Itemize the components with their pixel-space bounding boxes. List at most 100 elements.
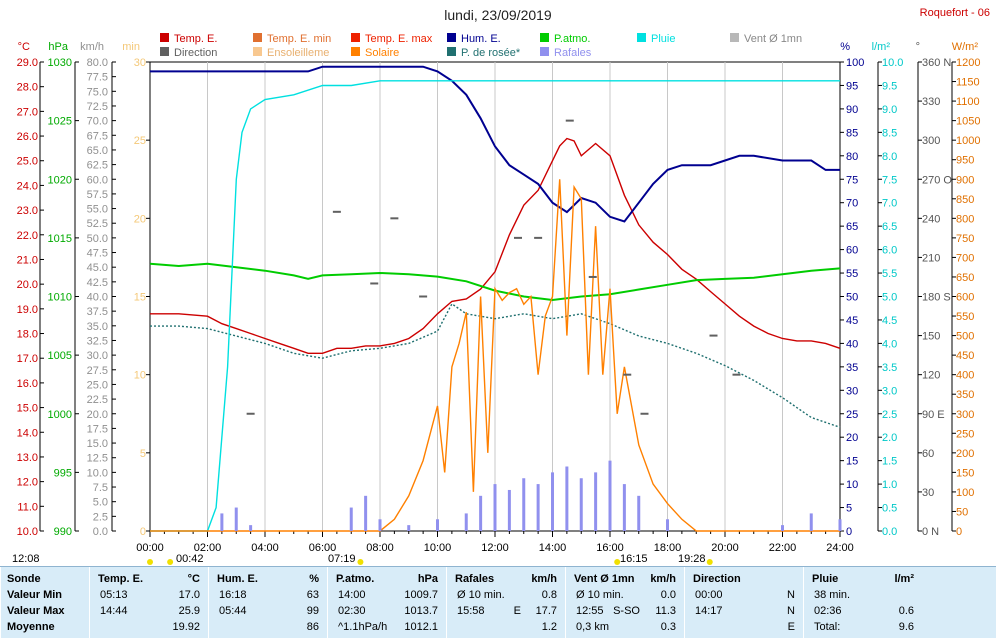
gust-bar — [838, 519, 842, 531]
gust-bar — [220, 513, 224, 531]
press-tick-label: 1010 — [48, 292, 72, 304]
temp-tick-label: 15.0 — [17, 403, 38, 415]
temp-tick-label: 19.0 — [17, 304, 38, 316]
summary-cell: 05:13 — [100, 589, 128, 601]
rain-tick-label: 7.0 — [882, 198, 897, 210]
wind-tick-label: 77.5 — [87, 72, 108, 84]
press-tick-label: 995 — [54, 467, 72, 479]
station-name: Roquefort - 06 — [920, 7, 990, 19]
legend-label: Pluie — [651, 33, 675, 45]
summary-cell: l/m² — [894, 573, 914, 585]
temp-tick-label: 27.0 — [17, 106, 38, 118]
rain-tick-label: 2.0 — [882, 432, 897, 444]
solar-tick-label: 1050 — [956, 116, 980, 128]
solar-tick-label: 600 — [956, 292, 974, 304]
solar-tick-label: 1000 — [956, 135, 980, 147]
dir-tick-label: 330 — [922, 96, 940, 108]
press-tick-label: 990 — [54, 526, 72, 538]
wind-tick-label: 45.0 — [87, 262, 108, 274]
gust-bar — [479, 495, 483, 531]
summary-cell: 9.6 — [898, 621, 914, 633]
series-line — [150, 65, 840, 223]
dir-tick-label: 180 S — [922, 292, 951, 304]
solar-tick-label: 450 — [956, 350, 974, 362]
solar-tick-label: 150 — [956, 467, 974, 479]
rain-tick-label: 0.0 — [882, 526, 897, 538]
summary-column: Vent Ø 1mn km/h Ø 10 min. 0.0 12:55 S-SO 11.3 0… — [565, 567, 684, 638]
wind-tick-label: 57.5 — [87, 189, 108, 201]
summary-cell: % — [309, 573, 319, 585]
summary-cell: 15:58 — [457, 605, 485, 617]
summary-cell: Hum. E. — [217, 573, 258, 585]
temp-tick-label: 13.0 — [17, 452, 38, 464]
wind-tick-label: 67.5 — [87, 130, 108, 142]
rain-tick-label: 5.0 — [882, 292, 897, 304]
hum-tick-label: 0 — [846, 526, 852, 538]
summary-cell: Ø 10 min. — [576, 589, 624, 601]
dir-tick-label: 60 — [922, 448, 934, 460]
gust-bar — [565, 466, 569, 531]
series-line — [150, 137, 841, 354]
direction-mark — [419, 295, 428, 298]
axis-unit-rain: l/m² — [872, 41, 891, 53]
summary-cell: 1009.7 — [404, 589, 438, 601]
summary-column: Rafales km/h Ø 10 min. 0.8 15:58 E 17.7 1.2 — [446, 567, 565, 638]
axis-unit-min: min — [122, 41, 140, 53]
rain-tick-label: 1.5 — [882, 456, 897, 468]
rain-tick-label: 5.5 — [882, 268, 897, 280]
summary-cell: 17.0 — [178, 589, 200, 601]
wind-tick-label: 40.0 — [87, 292, 108, 304]
marker-moonrise: 00:42 — [176, 553, 204, 565]
gust-bar — [608, 460, 612, 531]
temp-tick-label: 18.0 — [17, 329, 38, 341]
summary-cell: N — [787, 589, 795, 601]
summary-cell: 1013.7 — [404, 605, 438, 617]
gust-bar — [781, 525, 784, 531]
solar-tick-label: 650 — [956, 272, 974, 284]
legend-label: P. de rosée* — [461, 47, 521, 59]
hum-tick-label: 90 — [846, 104, 858, 116]
temp-tick-label: 21.0 — [17, 254, 38, 266]
x-tick-label: 14:00 — [539, 542, 567, 554]
x-tick-label: 24:00 — [826, 542, 854, 554]
axis-unit-temp: °C — [18, 41, 30, 53]
summary-cell: 1.2 — [541, 621, 557, 633]
solar-tick-label: 300 — [956, 409, 974, 421]
summary-cell: 16:18 — [219, 589, 247, 601]
legend-swatch — [540, 47, 549, 56]
hum-tick-label: 10 — [846, 479, 858, 491]
wind-tick-label: 62.5 — [87, 160, 108, 172]
hum-tick-label: 40 — [846, 338, 858, 350]
summary-cell: km/h — [531, 573, 557, 585]
legend-label: Temp. E. — [174, 33, 217, 45]
legend-label: Vent Ø 1mn — [744, 33, 802, 45]
wind-tick-label: 27.5 — [87, 365, 108, 377]
minutes-tick-label: 25 — [134, 135, 146, 147]
dir-tick-label: 270 O — [922, 174, 952, 186]
temp-tick-label: 20.0 — [17, 279, 38, 291]
temp-tick-label: 28.0 — [17, 82, 38, 94]
minutes-tick-label: 20 — [134, 213, 146, 225]
summary-column: P.atmo. hPa 14:00 1009.7 02:30 1013.7 ^1.1hPa/… — [327, 567, 446, 638]
temp-tick-label: 14.0 — [17, 427, 38, 439]
summary-cell: 14:44 — [100, 605, 128, 617]
data-series — [149, 65, 842, 532]
gust-bar — [507, 489, 511, 531]
solar-tick-label: 1100 — [956, 96, 980, 108]
hum-tick-label: 25 — [846, 409, 858, 421]
summary-cell: Ø 10 min. — [457, 589, 505, 601]
gust-bar — [493, 484, 497, 531]
solar-tick-label: 100 — [956, 487, 974, 499]
hum-tick-label: 55 — [846, 268, 858, 280]
summary-cell: E — [787, 621, 795, 633]
marker-sunset: 19:28 — [678, 553, 706, 565]
summary-cell: Temp. E. — [98, 573, 144, 585]
hum-tick-label: 85 — [846, 127, 858, 139]
gust-bar — [378, 519, 382, 531]
hum-tick-label: 75 — [846, 174, 858, 186]
summary-cell: 63 — [306, 589, 319, 601]
gust-bar — [809, 513, 813, 531]
wind-tick-label: 32.5 — [87, 335, 108, 347]
temp-tick-label: 22.0 — [17, 230, 38, 242]
temp-tick-label: 16.0 — [17, 378, 38, 390]
